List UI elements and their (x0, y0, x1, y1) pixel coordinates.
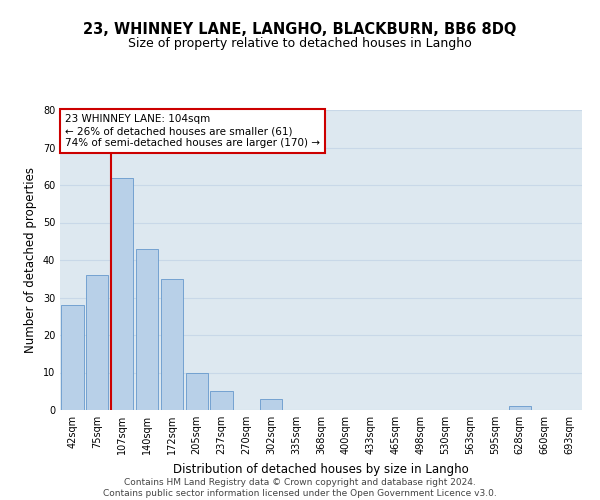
Bar (260, 399, 283, 410)
Bar (61, 305, 83, 410)
Bar (509, 406, 531, 410)
Bar (111, 178, 133, 410)
Bar (161, 279, 183, 410)
Text: Size of property relative to detached houses in Langho: Size of property relative to detached ho… (128, 38, 472, 51)
Text: Contains HM Land Registry data © Crown copyright and database right 2024.
Contai: Contains HM Land Registry data © Crown c… (103, 478, 497, 498)
Bar (86, 275, 109, 410)
Bar (211, 391, 233, 410)
X-axis label: Distribution of detached houses by size in Langho: Distribution of detached houses by size … (173, 462, 469, 475)
Y-axis label: Number of detached properties: Number of detached properties (24, 167, 37, 353)
Bar (136, 248, 158, 410)
Bar (185, 372, 208, 410)
Text: 23, WHINNEY LANE, LANGHO, BLACKBURN, BB6 8DQ: 23, WHINNEY LANE, LANGHO, BLACKBURN, BB6… (83, 22, 517, 38)
Text: 23 WHINNEY LANE: 104sqm
← 26% of detached houses are smaller (61)
74% of semi-de: 23 WHINNEY LANE: 104sqm ← 26% of detache… (65, 114, 320, 148)
